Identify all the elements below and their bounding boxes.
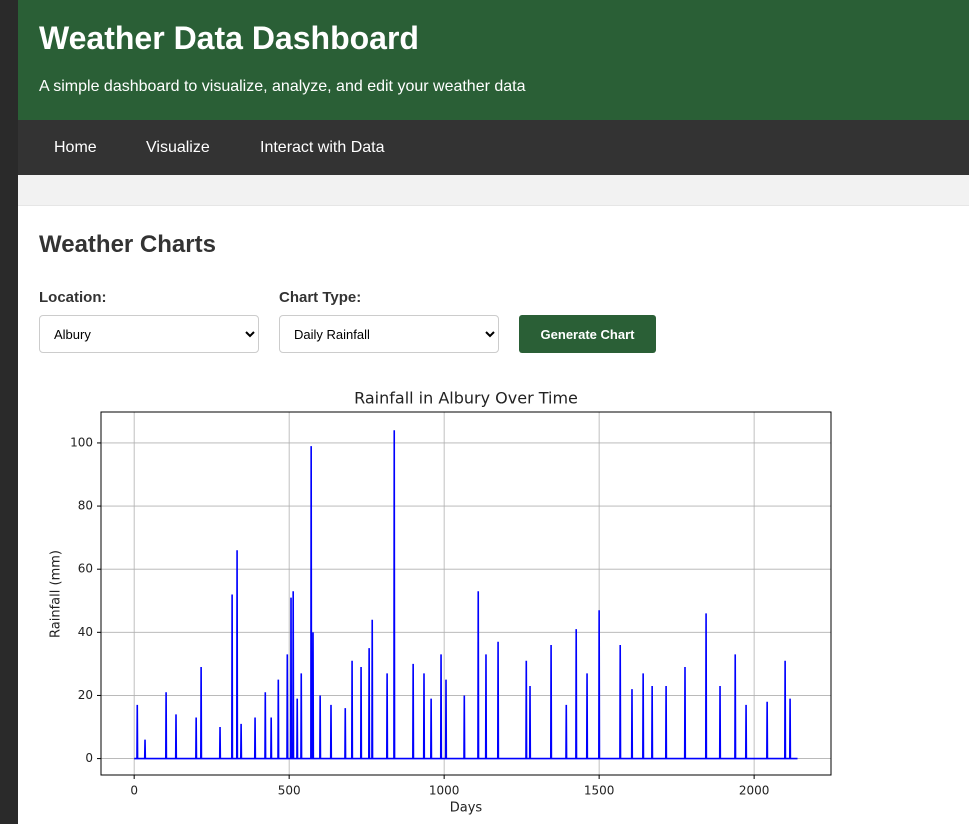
y-tick-label: 60 — [78, 562, 93, 576]
x-tick-label: 1500 — [584, 784, 615, 798]
y-tick-label: 40 — [78, 625, 93, 639]
header: Weather Data Dashboard A simple dashboar… — [18, 0, 969, 120]
y-axis-label: Rainfall (mm) — [49, 550, 64, 638]
spacer — [18, 175, 969, 206]
nav-link[interactable]: Interact with Data — [260, 139, 385, 156]
chart-type-select[interactable]: Daily Rainfall — [279, 315, 499, 353]
chart-title: Rainfall in Albury Over Time — [354, 389, 578, 408]
x-axis-label: Days — [450, 801, 483, 816]
generate-button[interactable]: Generate Chart — [519, 315, 656, 353]
page-title: Weather Data Dashboard — [39, 20, 419, 56]
location-label: Location: — [39, 289, 107, 306]
y-tick-label: 0 — [85, 751, 93, 765]
nav-bar: Home Visualize Interact with Data — [18, 120, 969, 175]
y-tick-label: 100 — [70, 435, 93, 449]
chart-type-label: Chart Type: — [279, 289, 362, 306]
subtitle: A simple dashboard to visualize, analyze… — [39, 78, 526, 95]
x-tick-label: 1000 — [429, 784, 460, 798]
chart: Rainfall in Albury Over Time Days Rainfa… — [49, 389, 832, 816]
location-select[interactable]: Albury — [39, 315, 259, 353]
x-tick-label: 2000 — [739, 784, 770, 798]
x-tick-label: 0 — [130, 784, 138, 798]
x-tick-label: 500 — [278, 784, 301, 798]
plot-frame — [100, 411, 832, 776]
y-tick-label: 20 — [78, 688, 93, 702]
nav-link[interactable]: Visualize — [146, 139, 210, 156]
nav-link[interactable]: Home — [54, 139, 97, 156]
section-title: Weather Charts — [39, 231, 216, 258]
data-line — [134, 430, 798, 760]
window-edge — [0, 0, 18, 824]
y-tick-label: 80 — [78, 499, 93, 513]
